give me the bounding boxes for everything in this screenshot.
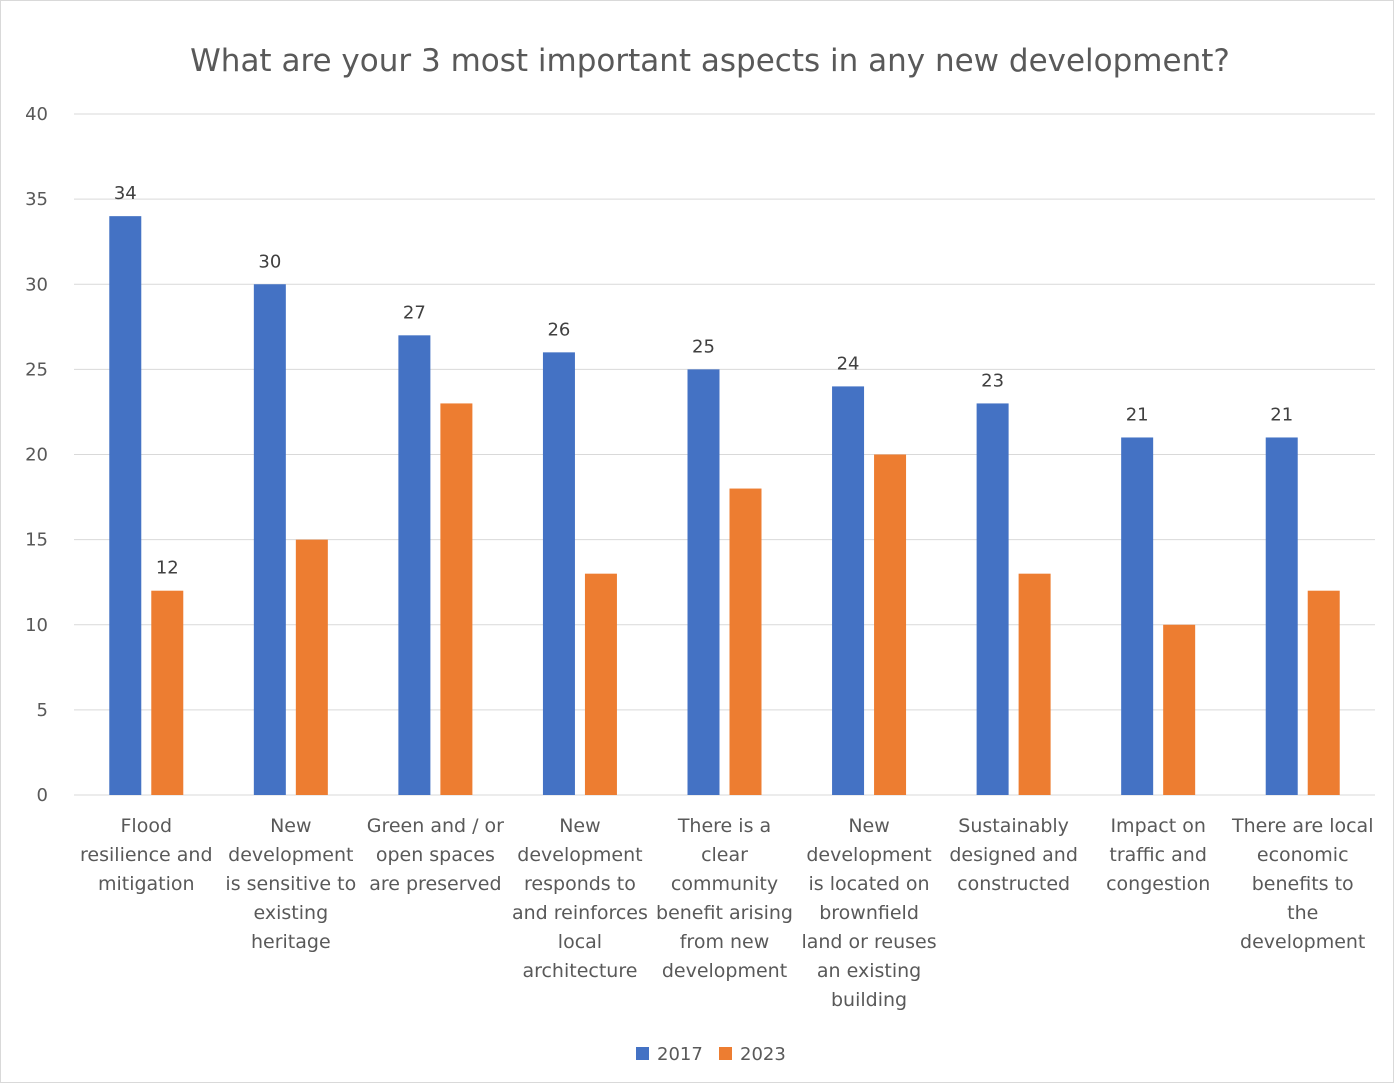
x-category-label: community — [671, 873, 778, 895]
y-tick-label: 5 — [37, 700, 48, 721]
x-category-label: is sensitive to — [225, 873, 356, 895]
x-category-label: are preserved — [369, 873, 501, 895]
bar-2023-3 — [584, 573, 617, 795]
x-category-label: New — [559, 815, 600, 837]
data-label-2017-6: 23 — [981, 370, 1004, 391]
legend: 2017 2023 — [636, 1044, 786, 1065]
legend-label-2017: 2017 — [657, 1044, 703, 1065]
x-category-label: New — [848, 815, 889, 837]
data-label-2017-0: 34 — [114, 183, 137, 204]
x-category-label: existing — [254, 902, 329, 924]
x-category-label: Flood — [121, 815, 173, 837]
x-category-label: resilience and — [80, 844, 212, 866]
x-category-label: architecture — [522, 960, 637, 982]
gridlines — [74, 113, 1375, 796]
x-category-label: is located on — [808, 873, 929, 895]
x-category-label: brownfield — [819, 902, 919, 924]
data-label-2017-3: 26 — [547, 319, 570, 340]
x-category-label: an existing — [817, 960, 921, 982]
data-label-2017-8: 21 — [1270, 404, 1293, 425]
x-category-label: development — [806, 844, 931, 866]
bar-2023-5 — [874, 454, 907, 795]
y-tick-label: 40 — [25, 104, 48, 125]
x-category-label: the — [1287, 902, 1318, 924]
x-category-label: building — [831, 989, 907, 1011]
y-tick-label: 10 — [25, 615, 48, 636]
y-tick-label: 35 — [25, 189, 48, 210]
bar-2017-3 — [542, 352, 575, 795]
x-category-label: There is a — [677, 815, 771, 837]
bars — [109, 216, 1340, 795]
bar-2023-4 — [729, 488, 762, 795]
x-category-label: and reinforces — [512, 902, 648, 924]
x-category-label: designed and — [949, 844, 1078, 866]
x-category-label: responds to — [524, 873, 636, 895]
data-label-2017-7: 21 — [1126, 404, 1149, 425]
bar-2023-7 — [1163, 624, 1196, 795]
x-category-label: constructed — [957, 873, 1070, 895]
bar-2017-0 — [109, 216, 142, 795]
x-category-label: development — [662, 960, 787, 982]
y-tick-label: 20 — [25, 445, 48, 466]
bar-2017-6 — [976, 403, 1009, 795]
x-category-label: development — [1240, 931, 1365, 953]
x-category-label: local — [558, 931, 602, 953]
x-category-label: mitigation — [98, 873, 195, 895]
y-tick-label: 25 — [25, 359, 48, 380]
x-category-label: New — [270, 815, 311, 837]
x-category-label: open spaces — [376, 844, 495, 866]
x-category-label: benefits to — [1252, 873, 1354, 895]
x-category-label: Impact on — [1110, 815, 1205, 837]
x-category-label: benefit arising — [656, 902, 793, 924]
x-category-label: development — [517, 844, 642, 866]
data-label-2017-4: 25 — [692, 336, 715, 357]
bar-2017-1 — [253, 284, 286, 795]
data-label-2017-1: 30 — [258, 251, 281, 272]
x-category-label: heritage — [251, 931, 331, 953]
legend-swatch-2023 — [719, 1047, 732, 1060]
x-category-label: Sustainably — [958, 815, 1069, 837]
x-category-label: Green and / or — [367, 815, 504, 837]
chart-title: What are your 3 most important aspects i… — [190, 43, 1230, 79]
y-tick-label: 15 — [25, 530, 48, 551]
x-category-label: development — [228, 844, 353, 866]
x-category-label: There are local — [1231, 815, 1374, 837]
bar-2023-8 — [1307, 590, 1340, 795]
data-label-2017-5: 24 — [837, 353, 860, 374]
data-labels: 34 12 30 27 26 25 24 23 21 21 — [114, 183, 1293, 579]
bar-2023-6 — [1018, 573, 1051, 795]
bar-2023-2 — [440, 403, 473, 795]
y-axis-ticks: 0 5 10 15 20 25 30 35 40 — [25, 104, 48, 806]
data-label-2023-0: 12 — [156, 558, 179, 579]
bar-2017-2 — [398, 335, 431, 795]
bar-2017-5 — [832, 386, 865, 795]
bar-2017-8 — [1265, 437, 1298, 795]
y-tick-label: 0 — [37, 785, 48, 806]
bar-2023-0 — [151, 590, 184, 795]
bar-2017-4 — [687, 369, 720, 795]
x-axis-categories: Flood resilience and mitigation New developm… — [80, 815, 1373, 1011]
x-category-label: clear — [701, 844, 748, 866]
bar-2023-1 — [295, 539, 328, 795]
legend-swatch-2017 — [636, 1047, 649, 1060]
bar-2017-7 — [1121, 437, 1154, 795]
legend-label-2023: 2023 — [740, 1044, 786, 1065]
y-tick-label: 30 — [25, 274, 48, 295]
x-category-label: congestion — [1106, 873, 1210, 895]
x-category-label: economic — [1257, 844, 1349, 866]
x-category-label: traffic and — [1109, 844, 1207, 866]
x-category-label: land or reuses — [801, 931, 936, 953]
data-label-2017-2: 27 — [403, 302, 426, 323]
x-category-label: from new — [680, 931, 770, 953]
